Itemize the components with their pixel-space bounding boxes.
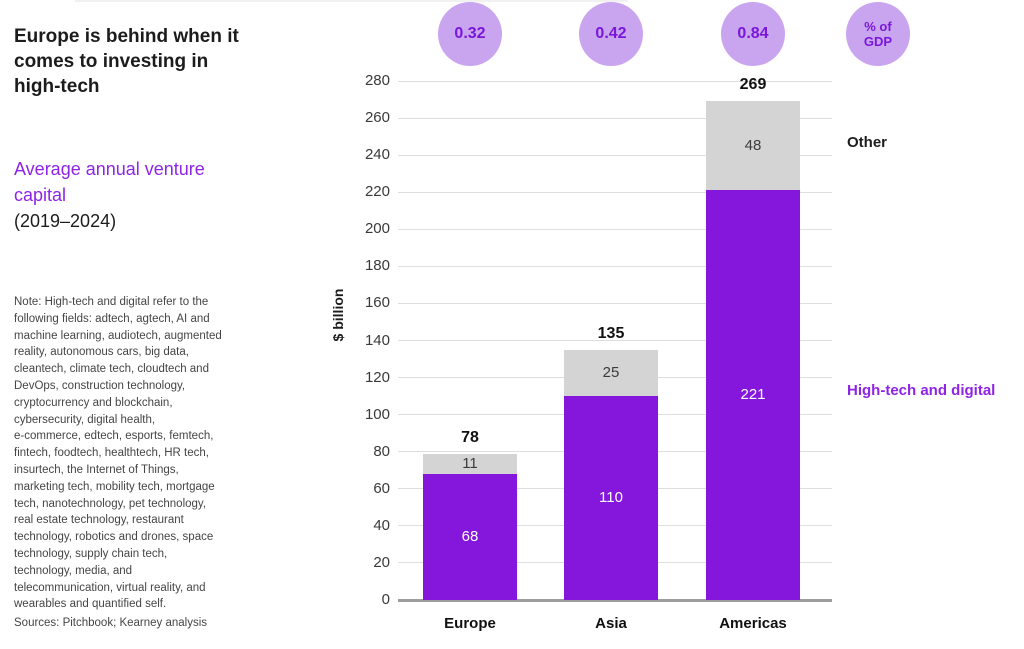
x-category-label: Americas (719, 615, 787, 632)
y-tick-label: 180 (364, 257, 390, 275)
gdp-badge-line: GDP (863, 34, 893, 49)
y-tick-label: 280 (364, 72, 390, 89)
title-line: Europe is behind when it (14, 26, 239, 47)
gridline (398, 228, 832, 230)
bar-total-label: 135 (597, 324, 625, 342)
legend-hightech-label: High-tech and digital (847, 382, 996, 399)
gdp-badge-value: 0.32 (454, 25, 486, 42)
x-axis-line (398, 599, 832, 602)
footnote-line: technology, robotics and drones, space (14, 531, 214, 544)
x-category-label: Asia (595, 615, 627, 632)
gdp-badge: 0.42 (579, 2, 643, 66)
footnote-line: cryptocurrency and blockchain, (14, 396, 173, 409)
gdp-badge: 0.84 (721, 2, 785, 66)
y-tick-label: 160 (364, 294, 390, 312)
bar-value-hightech: 221 (740, 386, 766, 404)
bar-value-other: 11 (462, 454, 478, 472)
bar-segment-other (706, 101, 800, 191)
title-line: comes to investing in (14, 51, 209, 72)
top-edge-artifact (75, 0, 628, 2)
y-tick-label: 240 (364, 146, 390, 164)
y-tick-label: 260 (364, 109, 390, 127)
gridline (398, 340, 832, 341)
footnote-line: following fields: adtech, agtech, AI and (14, 312, 210, 325)
footnote-line: cybersecurity, digital health, (14, 413, 156, 426)
gridline (398, 302, 832, 304)
x-category-label: Europe (444, 615, 496, 632)
legend-other-label: Other (847, 134, 888, 151)
page-title: Europe is behind when it comes to invest… (14, 24, 314, 99)
y-tick-label: 220 (364, 183, 390, 201)
y-tick-label: 100 (364, 405, 390, 423)
gdp-badge-value: 0.84 (737, 25, 769, 42)
y-tick-label: 120 (364, 368, 390, 386)
y-tick-label: 0 (381, 591, 390, 608)
chart-subtitle: Average annual venture capital (2019–202… (14, 156, 314, 234)
gridline (398, 154, 832, 156)
gdp-badge-line: % of (864, 19, 892, 34)
footnote-line: marketing tech, mobility tech, mortgage (14, 480, 215, 493)
sources-line: Sources: Pitchbook; Kearney analysis (14, 617, 208, 629)
gridline (398, 80, 832, 82)
footnote-line: cleantech, climate tech, cloudtech and (14, 363, 209, 376)
gdp-badge-value: 0.42 (595, 25, 627, 42)
bar-total-label: 269 (739, 76, 767, 94)
y-tick-label: 60 (373, 479, 390, 497)
gridline (398, 265, 832, 267)
footnote-line: reality, autonomous cars, big data, (14, 346, 189, 359)
y-tick-label: 20 (373, 553, 390, 571)
bar-segment-hightech (423, 473, 517, 600)
bar-value-hightech: 110 (599, 489, 623, 507)
gdp-badge: 0.32 (438, 2, 502, 66)
title-line: high-tech (14, 76, 100, 97)
bar-value-other: 48 (744, 136, 762, 154)
gdp-units-badge: % of GDP (846, 2, 910, 66)
footnote-line: wearables and quantified self. (14, 598, 167, 611)
footnote-line: real estate technology, restaurant (14, 514, 184, 527)
footnote-line: DevOps, construction technology, (14, 379, 186, 392)
footnote-line: telecommunication, virtual reality, and (14, 581, 206, 594)
bar-segment-other (564, 349, 658, 397)
bar-segment-other (423, 453, 517, 474)
footnote-line: fintech, foodtech, healthtech, HR tech, (14, 447, 209, 460)
y-tick-label: 80 (373, 442, 390, 460)
footnote-line: technology, supply chain tech, (14, 547, 168, 560)
footnote-line: e-commerce, edtech, esports, femtech, (14, 430, 214, 443)
y-tick-label: 200 (364, 220, 390, 238)
gridline (398, 117, 832, 119)
subtitle-period: (2019–2024) (14, 211, 117, 231)
footnote: Note: High-tech and digital refer to the… (14, 294, 334, 613)
bar-value-hightech: 68 (461, 527, 479, 545)
bar-total-label: 78 (461, 428, 479, 446)
subtitle-line: capital (14, 185, 67, 205)
bar-segment-hightech (564, 396, 658, 600)
y-tick-label: 40 (373, 516, 390, 534)
gridline (398, 191, 832, 193)
bar-segment-hightech (706, 190, 800, 600)
footnote-line: machine learning, audiotech, augmented (14, 329, 222, 342)
footnote-line: insurtech, the Internet of Things, (14, 463, 179, 476)
footnote-line: tech, nanotechnology, pet technology, (14, 497, 207, 510)
footnote-line: technology, media, and (14, 564, 133, 577)
subtitle-line: Average annual venture (14, 159, 205, 179)
y-tick-label: 140 (364, 331, 390, 349)
bar-value-other: 25 (602, 363, 620, 381)
footnote-line: Note: High-tech and digital refer to the (14, 296, 209, 308)
